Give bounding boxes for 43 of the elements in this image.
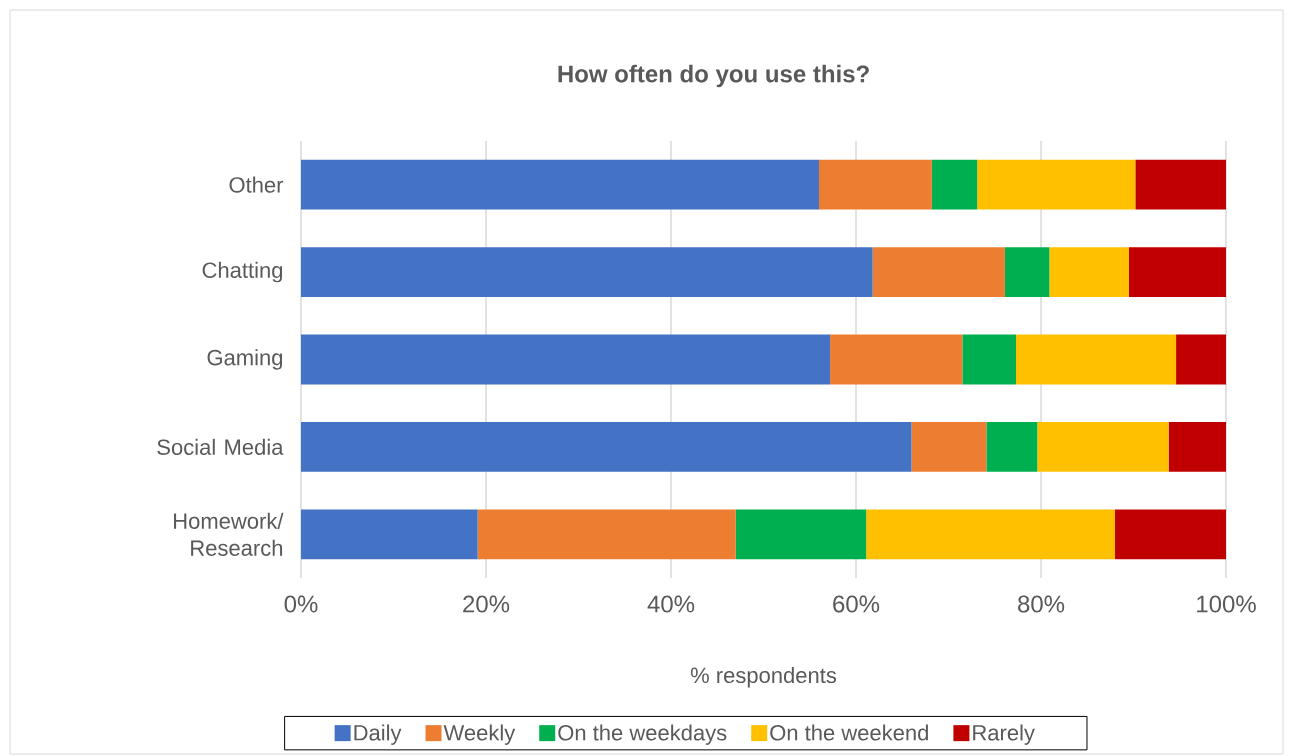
bar: [1037, 421, 1169, 472]
bar: [977, 159, 1136, 210]
bar: [962, 334, 1017, 385]
bar: [1128, 247, 1227, 298]
y-tick-label: Homework/ Research: [174, 512, 284, 556]
bar: [735, 509, 867, 560]
bar: [1168, 421, 1227, 472]
x-tick-label: 80%: [1018, 595, 1065, 613]
bar: [301, 334, 831, 385]
bar: [872, 247, 1005, 298]
legend-label: Rarely: [973, 724, 1035, 745]
bar: [866, 509, 1116, 560]
bar: [301, 421, 912, 472]
bar: [301, 247, 873, 298]
bar: [1135, 159, 1227, 210]
bar: [830, 334, 963, 385]
bar: [477, 509, 736, 560]
bar: [911, 421, 987, 472]
x-tick-label: 40%: [647, 595, 695, 613]
y-tick-label: Social Media: [157, 438, 284, 455]
bar: [1115, 509, 1227, 560]
y-tick-label: Gaming: [207, 349, 283, 370]
bar: [1049, 247, 1129, 298]
y-tick-label: Other: [229, 176, 284, 193]
x-tick-label: 100%: [1197, 595, 1256, 613]
bar: [819, 159, 932, 210]
bar: [986, 421, 1038, 472]
bar: [1016, 334, 1177, 385]
legend-label: On the weekend: [770, 724, 928, 741]
x-tick-label: 20%: [463, 595, 510, 613]
legend-label: Weekly: [443, 724, 516, 745]
x-axis-title: % respondents: [690, 666, 837, 688]
bar: [1004, 247, 1050, 298]
legend-label: On the weekdays: [558, 724, 727, 745]
legend-label: Daily: [354, 724, 402, 745]
chart-title: How often do you use this?: [558, 64, 869, 88]
bar: [1176, 334, 1227, 385]
y-tick-label: Chatting: [202, 261, 283, 283]
x-tick-label: 60%: [833, 595, 880, 613]
bar: [301, 159, 820, 210]
x-tick-label: 0%: [284, 595, 318, 613]
bar: [301, 509, 478, 560]
bar: [931, 159, 978, 210]
